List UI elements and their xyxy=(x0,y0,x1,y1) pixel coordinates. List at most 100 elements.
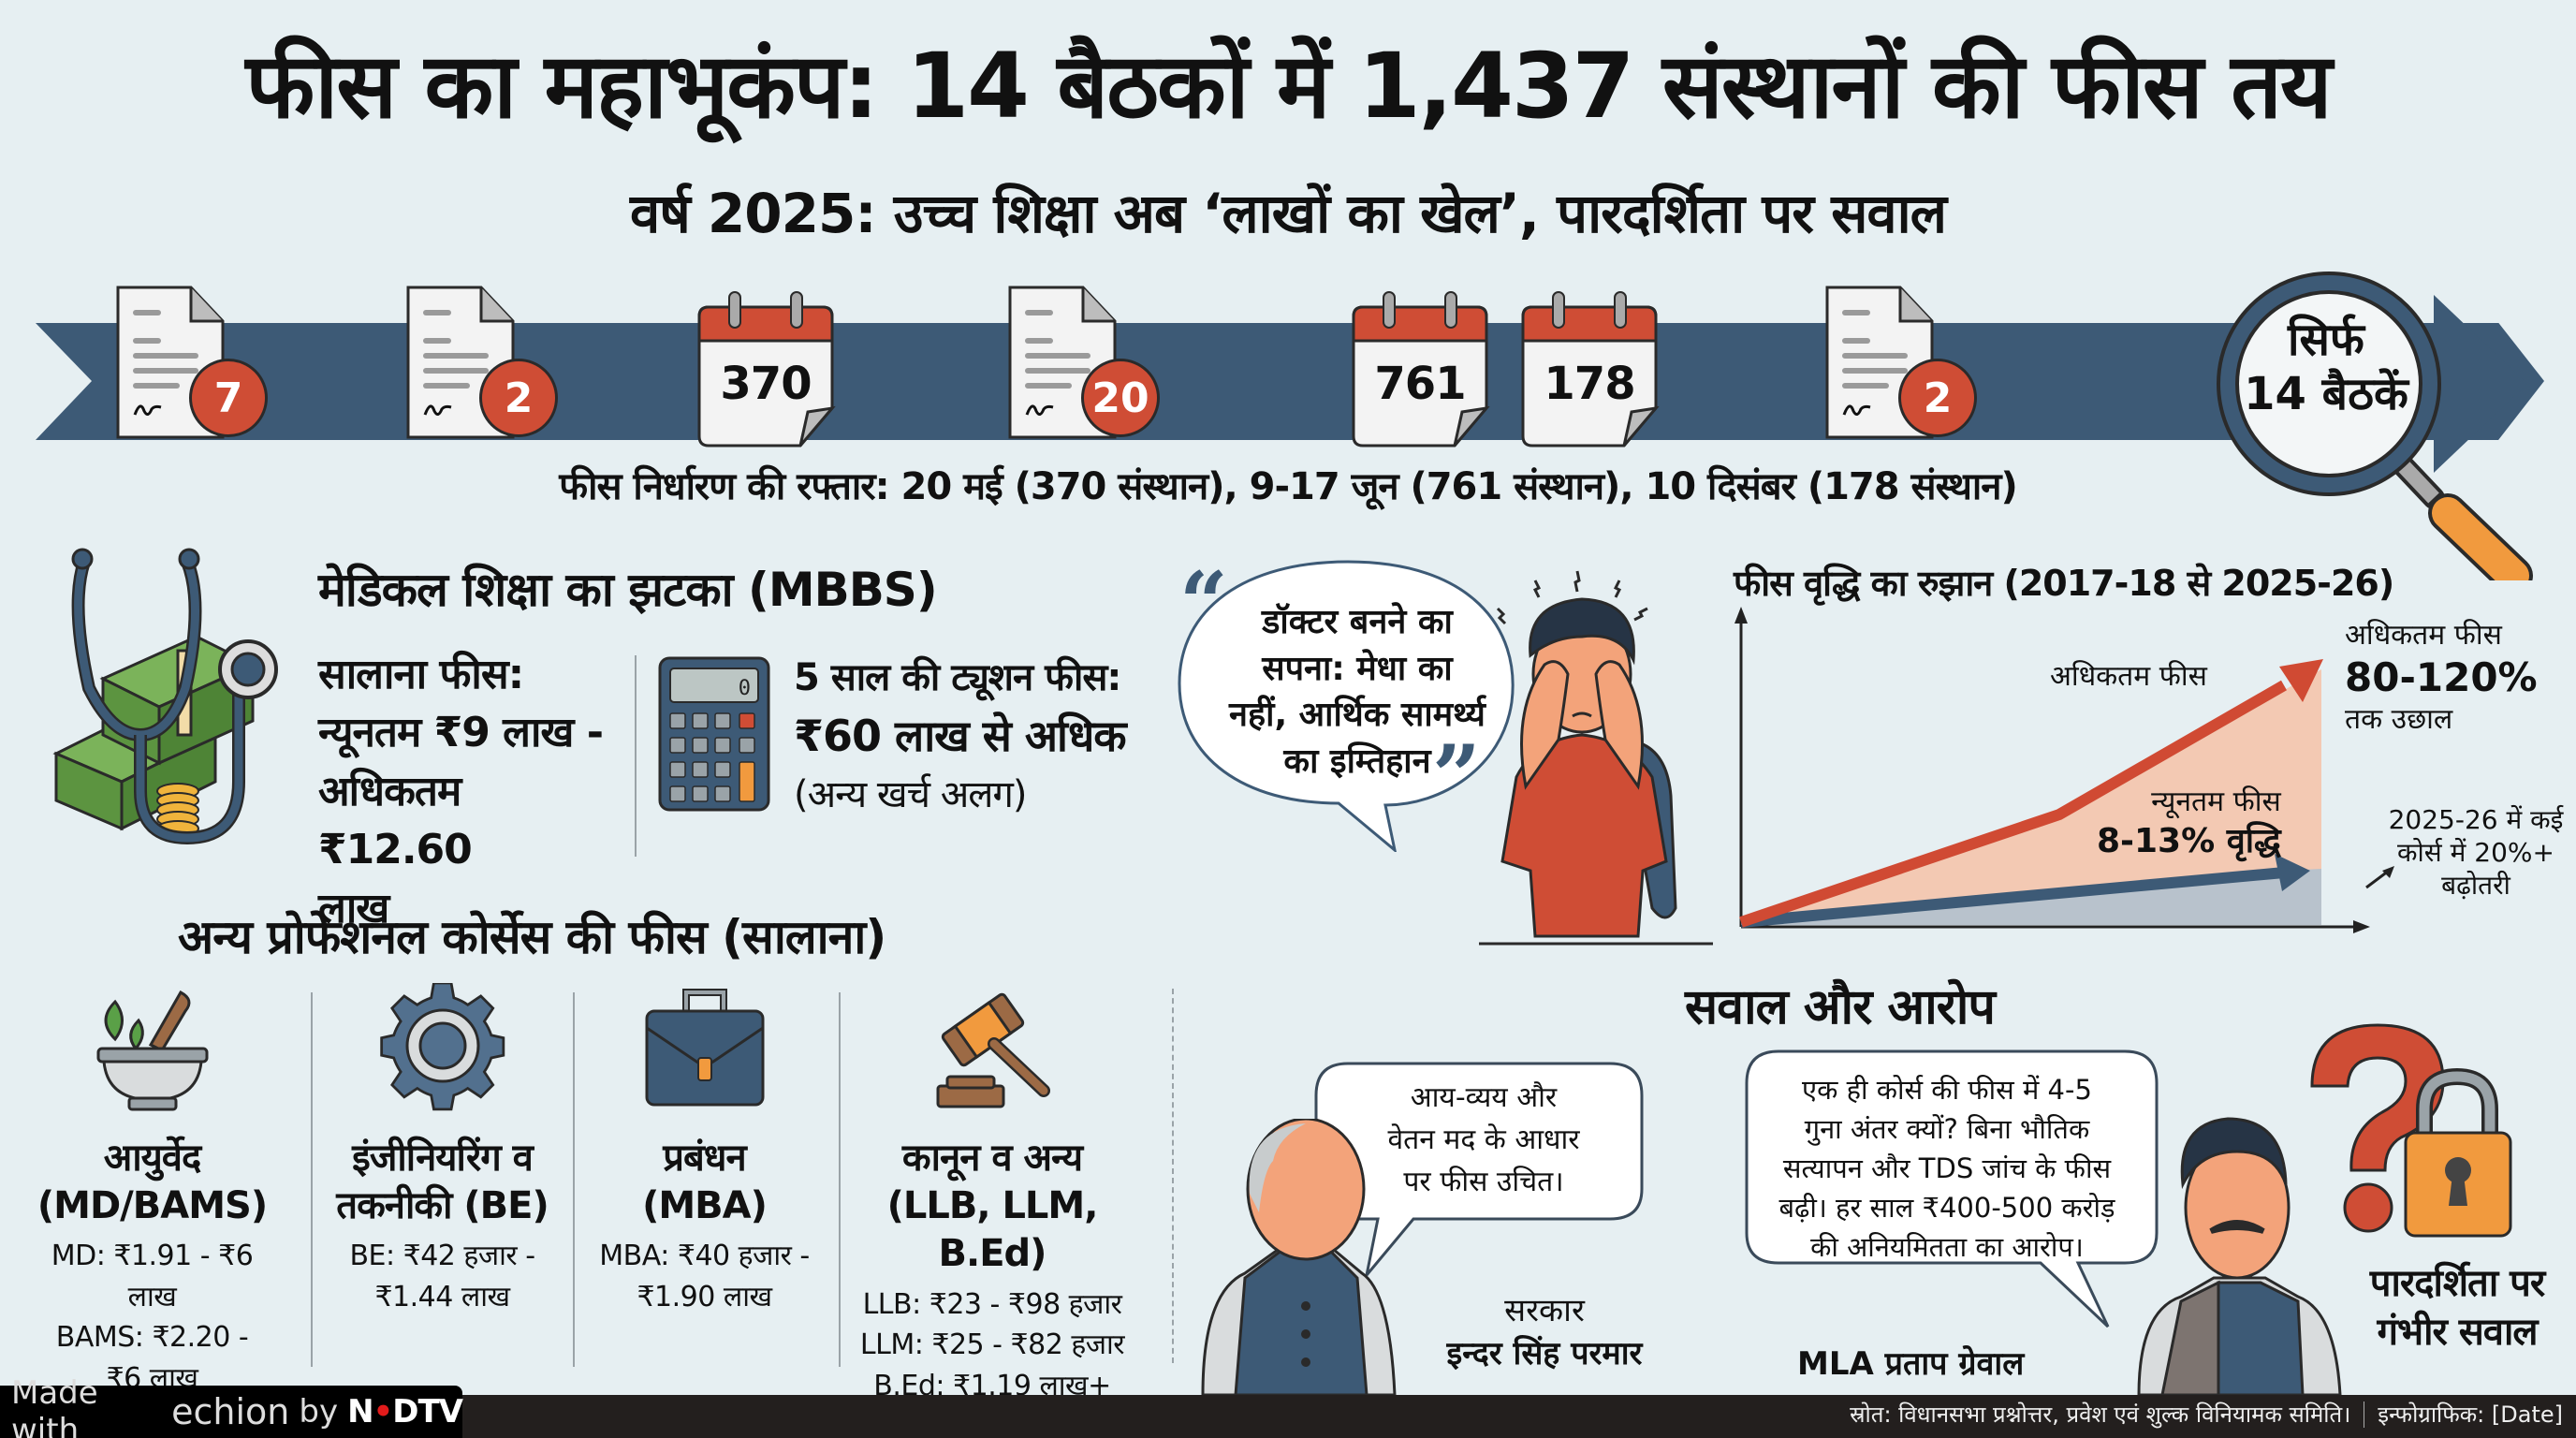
course-name-line-2: (MBA) xyxy=(642,1184,768,1228)
course-law: कानून व अन्य (LLB, LLM, B.Ed) LLB: ₹23 - … xyxy=(852,983,1133,1406)
made-with-text: Made with xyxy=(11,1374,98,1438)
speech-bubble-mla xyxy=(1745,1049,2159,1328)
mbbs-title: मेडिकल शिक्षा का झटका (MBBS) xyxy=(318,563,938,617)
course-divider xyxy=(311,992,313,1367)
transparency-line-2: गंभीर सवाल xyxy=(2377,1311,2538,1354)
calculator-icon: 0 xyxy=(658,656,770,812)
mla-person-illustration xyxy=(2137,1117,2342,1395)
course-ayurveda: आयुर्वेद (MD/BAMS) MD: ₹1.91 - ₹6 लाख BAMS… xyxy=(28,983,276,1399)
calendar-icon xyxy=(697,291,836,448)
min-inline-title: न्यूनतम फीस xyxy=(2151,785,2281,818)
timeline-document-1: 7 xyxy=(114,284,268,441)
by-text: by xyxy=(299,1393,339,1431)
course-management: प्रबंधन (MBA) MBA: ₹40 हजार - ₹1.90 लाख xyxy=(580,983,828,1317)
chart-title: फीस वृद्धि का रुझान (2017-18 से 2025-26) xyxy=(1734,563,2394,604)
course-fee-1: MD: ₹1.91 - ₹6 लाख xyxy=(51,1240,254,1313)
government-quote: आय-व्यय और वेतन मद के आधार पर फीस उचित। xyxy=(1339,1077,1629,1203)
course-name-line-1: कानून व अन्य xyxy=(901,1137,1083,1180)
course-name-line-1: आयुर्वेद xyxy=(103,1137,202,1180)
magnifier-icon xyxy=(2217,271,2533,580)
mla-quote-line: एक ही कोर्स की फीस में 4-5 xyxy=(1802,1074,2092,1106)
min-annotation-line-1: 2025-26 में कई xyxy=(2388,804,2564,835)
quote-line-2: सपना: मेधा का xyxy=(1262,649,1453,688)
timeline-document-3: 20 xyxy=(1006,284,1160,441)
question-lock-icon xyxy=(2310,1023,2512,1238)
transparency-label: पारदर्शिता पर गंभीर सवाल xyxy=(2340,1259,2574,1357)
briefcase-icon xyxy=(645,989,764,1107)
course-fee-1: LLB: ₹23 - ₹98 हजार xyxy=(862,1287,1122,1321)
annual-fee-max: अधिकतम ₹12.60 xyxy=(318,767,473,874)
annual-fee-min: न्यूनतम ₹9 लाख - xyxy=(318,709,604,757)
timeline-calendar-2: 761 xyxy=(1350,290,1490,449)
course-fee-2: ₹1.44 लाख xyxy=(374,1280,510,1313)
course-fee-1: BE: ₹42 हजार - xyxy=(349,1240,535,1273)
mbbs-tuition-fee: 5 साल की ट्यूशन फीस: ₹60 लाख से अधिक (अन… xyxy=(794,651,1127,822)
course-name-line-2: (LLB, LLM, B.Ed) xyxy=(886,1184,1099,1276)
annual-fee-label: सालाना फीस: xyxy=(318,651,524,698)
course-name-line-1: प्रबंधन xyxy=(663,1137,746,1180)
mla-quote: एक ही कोर्स की फीस में 4-5 गुना अंतर क्य… xyxy=(1760,1070,2134,1267)
tuition-fee-label: 5 साल की ट्यूशन फीस: xyxy=(794,656,1121,699)
gavel-icon xyxy=(936,992,1050,1108)
timeline-badge: 2 xyxy=(479,359,558,437)
gov-quote-line: पर फीस उचित। xyxy=(1403,1166,1564,1198)
course-name-line-2: (MD/BAMS) xyxy=(37,1184,268,1228)
calendar-value: 761 xyxy=(1374,358,1466,410)
ndtv-logo: N•DTV xyxy=(347,1393,463,1431)
chart-min-inline-label: न्यूनतम फीस 8-13% वृद्धि xyxy=(2097,785,2281,862)
mla-quote-line: सत्यापन और TDS जांच के फीस xyxy=(1782,1152,2112,1185)
source-credit: स्रोत: विधानसभा प्रश्नोत्तर, प्रवेश एवं … xyxy=(1850,1399,2563,1430)
mbbs-divider xyxy=(635,655,637,857)
chart-max-inline-label: अधिकतम फीस xyxy=(2050,660,2207,693)
course-fee-2: ₹1.90 लाख xyxy=(637,1280,772,1313)
course-name-line-1: इंजीनियरिंग व xyxy=(352,1137,534,1180)
max-annotation-title: अधिकतम फीस xyxy=(2345,619,2502,652)
transparency-line-1: पारदर्शिता पर xyxy=(2369,1262,2545,1305)
courses-title: अन्य प्रोफेशनल कोर्सेस की फीस (सालाना) xyxy=(178,910,886,964)
gov-quote-line: आय-व्यय और xyxy=(1410,1081,1558,1114)
infographic-credit: इन्फोग्राफिक: [Date] xyxy=(2378,1401,2563,1428)
timeline-badge: 20 xyxy=(1081,359,1160,437)
max-annotation-sub: तक उछाल xyxy=(2345,703,2453,736)
meetings-count-label: सिर्फ 14 बैठकें xyxy=(2223,314,2429,421)
stressed-student-illustration xyxy=(1479,570,1713,946)
course-fee-2: LLM: ₹25 - ₹82 हजार xyxy=(859,1328,1125,1362)
min-annotation-line-2: कोर्स में 20%+ xyxy=(2397,837,2554,868)
svg-text:0: 0 xyxy=(739,677,751,700)
tuition-fee-value: ₹60 लाख से अधिक xyxy=(794,711,1127,761)
tuition-fee-note: (अन्य खर्च अलग) xyxy=(794,772,1028,816)
timeline-caption: फीस निर्धारण की रफ्तार: 20 मई (370 संस्थ… xyxy=(559,465,2017,508)
course-engineering: इंजीनियरिंग व तकनीकी (BE) BE: ₹42 हजार - ₹… xyxy=(318,983,566,1317)
timeline-badge: 2 xyxy=(1898,359,1977,437)
government-label: सरकार इन्दर सिंह परमार xyxy=(1423,1290,1666,1376)
timeline-document-2: 2 xyxy=(404,284,558,441)
chart-max-annotation: अधिकतम फीस 80-120% तक उछाल xyxy=(2345,618,2538,738)
timeline-arrow-head xyxy=(2434,295,2527,473)
mla-name: MLA प्रताप ग्रेवाल xyxy=(1797,1345,2025,1383)
course-divider xyxy=(839,992,841,1367)
course-fee-1: MBA: ₹40 हजार - xyxy=(599,1240,810,1273)
calendar-icon xyxy=(1352,291,1490,448)
quote-line-1: डॉक्टर बनने का xyxy=(1262,603,1453,641)
chart-min-annotation: 2025-26 में कई कोर्स में 20%+ बढ़ोतरी xyxy=(2382,803,2569,902)
mla-quote-line: गुना अंतर क्यों? बिना भौतिक xyxy=(1804,1113,2090,1146)
calendar-value: 178 xyxy=(1544,358,1635,410)
timeline-calendar-1: 370 xyxy=(695,290,836,449)
echion-logo: echion xyxy=(171,1391,290,1432)
calendar-icon xyxy=(1521,291,1660,448)
course-divider xyxy=(573,992,575,1367)
government-person-illustration xyxy=(1201,1119,1397,1395)
course-name-line-2: तकनीकी (BE) xyxy=(336,1184,549,1228)
max-annotation-pct: 80-120% xyxy=(2345,653,2538,700)
quote-line-4: का इम्तिहान xyxy=(1283,742,1431,782)
questions-title: सवाल और आरोप xyxy=(1685,979,1996,1035)
student-quote: डॉक्टर बनने का सपना: मेधा का नहीं, आर्थि… xyxy=(1208,599,1507,785)
made-with-echion-badge[interactable]: Made with echion by N•DTV xyxy=(0,1374,463,1438)
section-divider xyxy=(1172,989,1174,1363)
gov-name: इन्दर सिंह परमार xyxy=(1446,1334,1643,1372)
quote-line-3: नहीं, आर्थिक सामर्थ्य xyxy=(1229,696,1486,735)
speech-bubble-government xyxy=(1314,1062,1644,1276)
timeline-badge: 7 xyxy=(189,359,268,437)
calendar-value: 370 xyxy=(720,358,812,410)
gov-role: सरकार xyxy=(1504,1292,1585,1329)
